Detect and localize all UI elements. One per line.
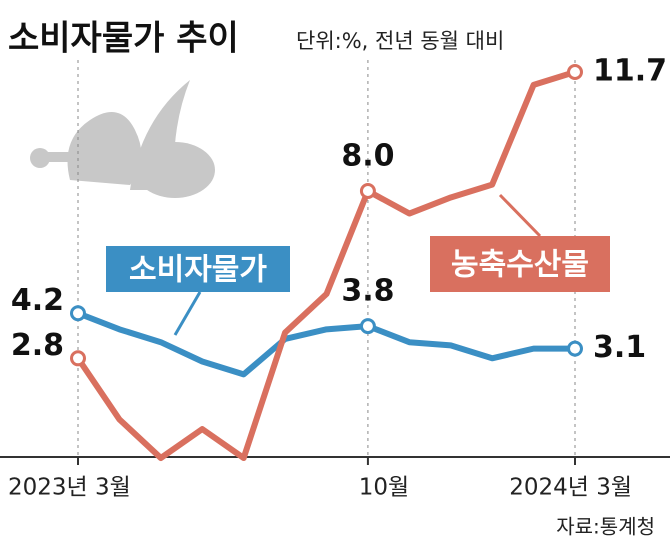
legend-box: [430, 236, 610, 292]
point-marker: [359, 318, 376, 335]
data-label: 8.0: [341, 139, 394, 174]
callout-pointer: [498, 193, 542, 238]
data-label: 2.8: [11, 328, 64, 363]
chart-title: 소비자물가 추이: [8, 19, 239, 59]
point-marker: [70, 305, 86, 322]
series-line: [75, 69, 576, 461]
callout-pointer: [173, 291, 202, 336]
point-marker: [567, 340, 583, 357]
legend-label: 농축수산물: [451, 248, 589, 283]
chart-subtitle: 단위:%, 전년 동월 대비: [296, 29, 504, 53]
point-marker: [70, 350, 86, 367]
illustration: [30, 80, 215, 198]
point-marker: [359, 183, 376, 200]
x-tick-label: 2023년 3월: [8, 475, 131, 501]
legend-label: 소비자물가: [129, 253, 267, 288]
series-line: [76, 310, 575, 378]
data-label: 4.2: [11, 283, 64, 318]
data-label: 3.8: [341, 274, 394, 309]
x-tick-label: 10월: [359, 475, 409, 501]
source: 자료:통계청: [556, 515, 655, 539]
legend-box: [106, 246, 290, 292]
data-label: 3.1: [593, 330, 646, 365]
data-label: 11.7: [593, 54, 667, 89]
x-tick-label: 2024년 3월: [509, 475, 632, 501]
point-marker: [567, 64, 583, 80]
